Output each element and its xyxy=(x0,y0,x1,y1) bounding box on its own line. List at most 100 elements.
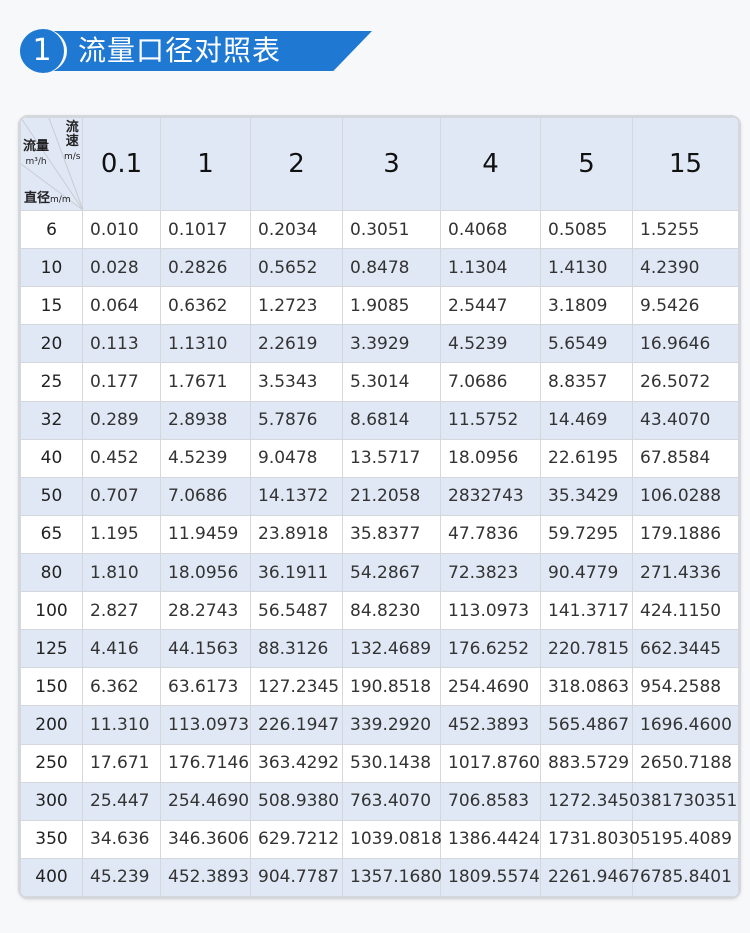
flow-value-cell: 7.0686 xyxy=(160,476,251,516)
flow-value-cell: 36.1911 xyxy=(250,552,343,593)
flow-value-cell: 1.1310 xyxy=(160,324,251,364)
corner-cell: 流量 m³/h 流速 m/s 直径m/m xyxy=(20,117,83,211)
flow-value-cell: 63.6173 xyxy=(160,667,251,707)
flow-value-cell: 1.195 xyxy=(82,514,161,554)
diameter-cell: 350 xyxy=(20,819,83,859)
flow-value-cell: 4.5239 xyxy=(160,438,251,478)
column-header: 15 xyxy=(632,117,739,211)
flow-value-cell: 4.2390 xyxy=(632,248,739,288)
flow-value-cell: 904.7787 xyxy=(250,857,343,897)
flow-value-cell: 18.0956 xyxy=(160,552,251,593)
flow-value-cell: 318.0863 xyxy=(540,667,633,707)
table-row: 80 1.810 18.0956 36.1911 54.2867 72.3823 90.47… xyxy=(20,552,739,593)
diameter-cell: 150 xyxy=(20,667,83,707)
flow-value-cell: 1.2723 xyxy=(250,286,343,326)
flow-value-cell: 254.4690 xyxy=(160,781,251,821)
table-row: 200 11.310 113.0973 226.1947 339.2920 452.389… xyxy=(20,705,739,745)
flow-value-cell: 0.010 xyxy=(82,209,161,250)
flow-value-cell: 132.4689 xyxy=(342,629,441,669)
flow-value-cell: 0.8478 xyxy=(342,248,441,288)
flow-value-cell: 5195.4089 xyxy=(632,819,739,859)
flow-value-cell: 508.9380 xyxy=(250,781,343,821)
diameter-cell: 65 xyxy=(20,514,83,554)
flow-value-cell: 16.9646 xyxy=(632,324,739,364)
flow-value-cell: 2.8938 xyxy=(160,400,251,440)
flow-value-cell: 59.7295 xyxy=(540,514,633,554)
flow-value-cell: 6.362 xyxy=(82,667,161,707)
flow-value-cell: 13.5717 xyxy=(342,438,441,478)
flow-value-cell: 14.1372 xyxy=(250,476,343,516)
flow-value-cell: 954.2588 xyxy=(632,667,739,707)
table-row: 40 0.452 4.5239 9.0478 13.5717 18.0956 22.6195… xyxy=(20,438,739,478)
speed-label: 流速 m/s xyxy=(64,120,81,163)
flow-value-cell: 5.3014 xyxy=(342,362,441,402)
flow-value-cell: 1.1304 xyxy=(440,248,541,288)
flow-value-cell: 883.5729 xyxy=(540,743,633,783)
flow-value-cell: 4.5239 xyxy=(440,324,541,364)
flow-value-cell: 381730351 xyxy=(632,781,739,821)
diameter-cell: 20 xyxy=(20,324,83,364)
flow-value-cell: 9.5426 xyxy=(632,286,739,326)
flow-value-cell: 2261.9467 xyxy=(540,857,640,897)
page-title: 流量口径对照表 xyxy=(78,34,282,67)
table-row: 25 0.177 1.7671 3.5343 5.3014 7.0686 8.8357 26.… xyxy=(20,362,739,402)
section-banner: 1 流量口径对照表 xyxy=(20,29,372,73)
diameter-cell: 100 xyxy=(20,591,83,631)
diameter-cell: 32 xyxy=(20,400,83,440)
flow-value-cell: 1.4130 xyxy=(540,248,633,288)
flow-value-cell: 25.447 xyxy=(82,781,161,821)
flow-value-cell: 254.4690 xyxy=(440,667,541,707)
column-header: 5 xyxy=(540,117,633,211)
flow-value-cell: 226.1947 xyxy=(250,705,343,745)
table-row: 32 0.289 2.8938 5.7876 8.6814 11.5752 14.469 43… xyxy=(20,400,739,440)
flow-value-cell: 3.1809 xyxy=(540,286,633,326)
flow-value-cell: 84.8230 xyxy=(342,591,441,631)
flow-value-cell: 17.671 xyxy=(82,743,161,783)
flow-value-cell: 346.3606 xyxy=(160,819,251,859)
diameter-cell: 250 xyxy=(20,743,83,783)
flow-value-cell: 220.7815 xyxy=(540,629,633,669)
flow-value-cell: 113.0973 xyxy=(160,705,251,745)
diameter-cell: 6 xyxy=(20,209,83,250)
flow-value-cell: 1357.1680 xyxy=(342,857,442,897)
flow-value-cell: 4.416 xyxy=(82,629,161,669)
flow-value-cell: 28.2743 xyxy=(160,591,251,631)
flow-value-cell: 22.6195 xyxy=(540,438,633,478)
flow-value-cell: 1386.4424 xyxy=(440,819,541,859)
flow-value-cell: 18.0956 xyxy=(440,438,541,478)
flow-value-cell: 23.8918 xyxy=(250,514,343,554)
table-row: 150 6.362 63.6173 127.2345 190.8518 254.4690 3… xyxy=(20,667,739,707)
diameter-cell: 25 xyxy=(20,362,83,402)
table-row: 400 45.239 452.3893 904.7787 1357.1680 1809.5… xyxy=(20,857,739,897)
flow-value-cell: 629.7212 xyxy=(250,819,343,859)
flow-value-cell: 1.9085 xyxy=(342,286,441,326)
flow-value-cell: 1731.8030 xyxy=(540,819,640,859)
flow-value-cell: 2650.7188 xyxy=(632,743,739,783)
flow-value-cell: 7.0686 xyxy=(440,362,541,402)
flow-value-cell: 72.3823 xyxy=(440,552,541,593)
flow-value-cell: 2.827 xyxy=(82,591,161,631)
diameter-cell: 15 xyxy=(20,286,83,326)
flow-value-cell: 0.452 xyxy=(82,438,161,478)
table-row: 100 2.827 28.2743 56.5487 84.8230 113.0973 141… xyxy=(20,591,739,631)
flow-value-cell: 47.7836 xyxy=(440,514,541,554)
table-row: 350 34.636 346.3606 629.7212 1039.0818 1386.4… xyxy=(20,819,739,859)
table-row: 6 0.010 0.1017 0.2034 0.3051 0.4068 0.5085 1.52… xyxy=(20,209,739,250)
section-number: 1 xyxy=(20,29,67,73)
flow-value-cell: 8.6814 xyxy=(342,400,441,440)
flow-value-cell: 45.239 xyxy=(82,857,161,897)
flow-value-cell: 113.0973 xyxy=(440,591,541,631)
flow-value-cell: 0.028 xyxy=(82,248,161,288)
flow-value-cell: 44.1563 xyxy=(160,629,251,669)
flow-value-cell: 56.5487 xyxy=(250,591,343,631)
flow-value-cell: 179.1886 xyxy=(632,514,739,554)
flow-value-cell: 5.7876 xyxy=(250,400,343,440)
flow-value-cell: 1272.3450 xyxy=(540,781,640,821)
flow-value-cell: 88.3126 xyxy=(250,629,343,669)
table-row: 65 1.195 11.9459 23.8918 35.8377 47.7836 59.72… xyxy=(20,514,739,554)
flow-value-cell: 11.310 xyxy=(82,705,161,745)
flow-value-cell: 0.2826 xyxy=(160,248,251,288)
table-row: 20 0.113 1.1310 2.2619 3.3929 4.5239 5.6549 16.… xyxy=(20,324,739,364)
flow-value-cell: 176.6252 xyxy=(440,629,541,669)
flow-value-cell: 662.3445 xyxy=(632,629,739,669)
